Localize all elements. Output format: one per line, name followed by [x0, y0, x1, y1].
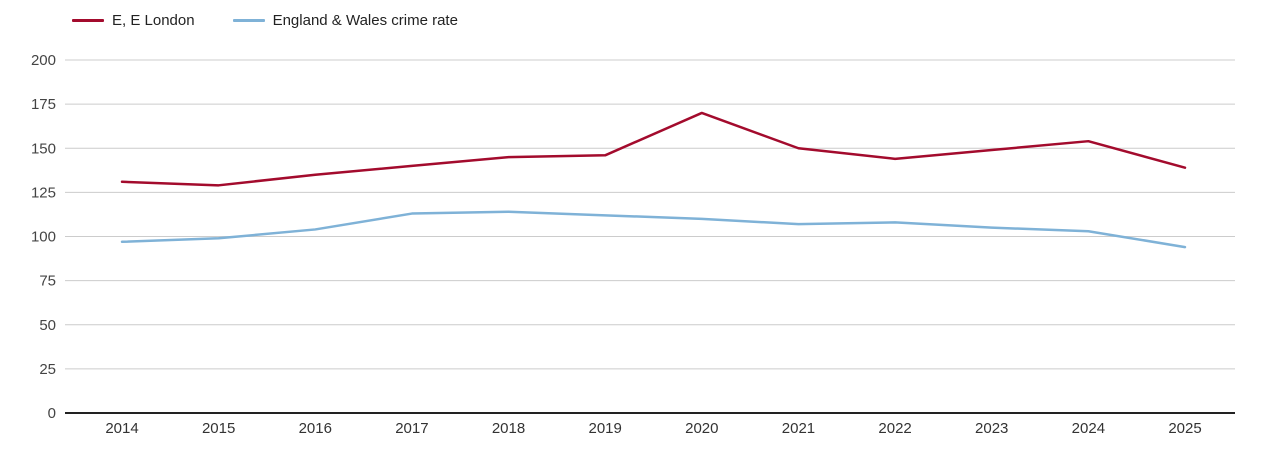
- y-tick-label: 200: [31, 52, 56, 69]
- y-tick-label: 175: [31, 96, 56, 113]
- legend-item-england-wales: England & Wales crime rate: [232, 12, 458, 29]
- y-tick-label: 0: [48, 405, 56, 422]
- y-tick-label: 150: [31, 140, 56, 157]
- chart-legend: E, E London England & Wales crime rate: [72, 12, 458, 29]
- x-tick-label: 2023: [975, 420, 1008, 437]
- legend-item-e-london: E, E London: [72, 12, 195, 29]
- x-tick-label: 2020: [685, 420, 718, 437]
- x-tick-label: 2019: [588, 420, 621, 437]
- x-tick-label: 2024: [1072, 420, 1105, 437]
- y-tick-label: 50: [39, 317, 56, 334]
- y-tick-label: 100: [31, 229, 56, 246]
- series-line-1: [120, 210, 1187, 249]
- legend-label: E, E London: [112, 12, 195, 29]
- y-tick-label: 75: [39, 273, 56, 290]
- legend-line-swatch-blue: [232, 19, 265, 22]
- legend-line-swatch-red: [72, 19, 104, 22]
- x-tick-label: 2015: [202, 420, 235, 437]
- x-tick-label: 2025: [1168, 420, 1201, 437]
- y-tick-label: 125: [31, 184, 56, 201]
- x-tick-label: 2014: [105, 420, 138, 437]
- y-tick-label: 25: [39, 361, 56, 378]
- x-tick-label: 2016: [299, 420, 332, 437]
- x-tick-label: 2022: [878, 420, 911, 437]
- x-tick-label: 2021: [782, 420, 815, 437]
- x-tick-label: 2017: [395, 420, 428, 437]
- legend-label: England & Wales crime rate: [272, 12, 458, 29]
- x-tick-label: 2018: [492, 420, 525, 437]
- series-line-0: [120, 111, 1187, 187]
